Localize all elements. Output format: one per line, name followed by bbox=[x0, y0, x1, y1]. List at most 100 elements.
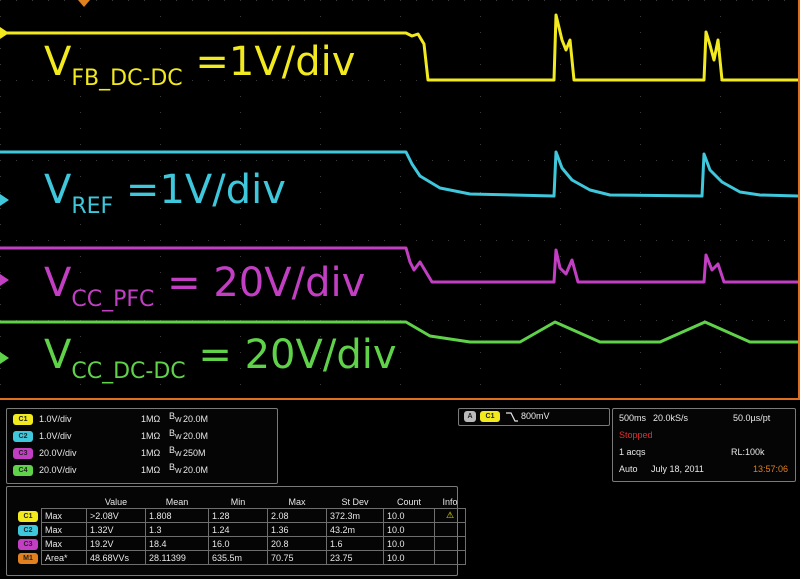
date: July 18, 2011 bbox=[651, 464, 704, 474]
bw-sub: W bbox=[175, 433, 182, 441]
trigger-mode-badge: A bbox=[464, 411, 476, 422]
measurement-value: 19.2V bbox=[86, 536, 146, 551]
bandwidth-label: BW bbox=[169, 411, 182, 424]
measurement-type: Area* bbox=[41, 550, 87, 565]
measurement-source-badge: M1 bbox=[18, 552, 38, 564]
label-ch2-main: V bbox=[44, 167, 72, 213]
channel-badge: C2 bbox=[13, 431, 33, 442]
channel-impedance: 1MΩ bbox=[141, 448, 161, 458]
measurement-header: Mean bbox=[165, 496, 189, 507]
measurement-info: ⚠ bbox=[434, 508, 466, 523]
bw-prefix: B bbox=[169, 445, 176, 455]
measurement-header: Info bbox=[442, 496, 458, 507]
oscilloscope-display[interactable]: VFB_DC-DC =1V/div VREF =1V/div VCC_PFC =… bbox=[0, 0, 800, 400]
measurement-type: Max bbox=[41, 522, 87, 537]
measurement-min: 16.0 bbox=[208, 536, 268, 551]
ch2-ground-marker bbox=[0, 194, 9, 206]
bw-sub: W bbox=[175, 450, 182, 458]
measurement-table: Value Mean Min Max St Dev Count Info C1 Max >2.0… bbox=[15, 495, 466, 565]
label-ch2: VREF =1V/div bbox=[44, 170, 286, 218]
waveform-area bbox=[0, 0, 798, 385]
measurement-count: 10.0 bbox=[383, 508, 435, 523]
timebase: 500ms bbox=[619, 413, 647, 423]
ch3-ground-marker bbox=[0, 274, 9, 286]
measurement-info bbox=[434, 522, 466, 537]
measurement-stdev: 43.2m bbox=[326, 522, 384, 537]
label-ch1-sub: FB_DC-DC bbox=[71, 66, 183, 91]
channel-scale: 20.0V/div bbox=[39, 465, 77, 475]
label-ch3-sub: CC_PFC bbox=[71, 287, 155, 312]
label-ch1: VFB_DC-DC =1V/div bbox=[44, 42, 355, 90]
measurement-header-row: Value Mean Min Max St Dev Count Info bbox=[15, 495, 466, 509]
measurement-stdev: 372.3m bbox=[326, 508, 384, 523]
measurement-max: 20.8 bbox=[267, 536, 327, 551]
trigger-level: 800mV bbox=[521, 411, 550, 421]
label-ch3-rest: = 20V/div bbox=[154, 260, 366, 306]
label-ch4: VCC_DC-DC = 20V/div bbox=[44, 335, 397, 383]
measurement-header: Max bbox=[288, 496, 306, 507]
falling-edge-icon bbox=[506, 412, 518, 422]
trace-ch1 bbox=[0, 13, 798, 82]
measurement-max: 70.75 bbox=[267, 550, 327, 565]
measurement-header: St Dev bbox=[341, 496, 369, 507]
trigger-source-badge: C1 bbox=[480, 411, 500, 422]
measurement-source-badge: C1 bbox=[18, 510, 38, 522]
trigger-position-marker bbox=[78, 0, 90, 7]
bw-prefix: B bbox=[169, 411, 176, 421]
measurement-header: Value bbox=[104, 496, 128, 507]
label-ch4-sub: CC_DC-DC bbox=[71, 359, 186, 384]
measurement-info bbox=[434, 536, 466, 551]
measurement-source-badge: C3 bbox=[18, 538, 38, 550]
measurement-min: 635.5m bbox=[208, 550, 268, 565]
ch1-ground-marker bbox=[0, 27, 9, 39]
bandwidth-label: BW bbox=[169, 428, 182, 441]
channel-bandwidth: 250M bbox=[183, 448, 206, 458]
measurement-stdev: 23.75 bbox=[326, 550, 384, 565]
measurement-mean: 1.3 bbox=[145, 522, 209, 537]
bw-prefix: B bbox=[169, 428, 176, 438]
measurement-stdev: 1.6 bbox=[326, 536, 384, 551]
bw-sub: W bbox=[175, 467, 182, 475]
channel-badge: C1 bbox=[13, 414, 33, 425]
channel-bandwidth: 20.0M bbox=[183, 431, 209, 441]
trace-ch3 bbox=[0, 246, 798, 284]
channel-settings-box[interactable]: C1 1.0V/div 1MΩ BW 20.0M C2 1.0V/div 1MΩ BW 20.0M… bbox=[6, 408, 278, 484]
measurement-count: 10.0 bbox=[383, 536, 435, 551]
measurement-header: Count bbox=[396, 496, 422, 507]
channel-scale: 20.0V/div bbox=[39, 448, 77, 458]
channel-scale: 1.0V/div bbox=[39, 414, 72, 424]
bw-prefix: B bbox=[169, 462, 176, 472]
acquisition-count: 1 acqs bbox=[619, 447, 646, 457]
channel-bandwidth: 20.0M bbox=[183, 465, 209, 475]
channel-impedance: 1MΩ bbox=[141, 414, 161, 424]
acquisition-box[interactable]: 500ms 20.0kS/s 50.0µs/pt Stopped 1 acqs … bbox=[612, 408, 796, 482]
measurement-type: Max bbox=[41, 508, 87, 523]
label-ch3-main: V bbox=[44, 260, 72, 306]
trigger-mode: Auto bbox=[619, 464, 638, 474]
measurement-source-cell: C3 bbox=[15, 537, 42, 551]
label-ch2-sub: REF bbox=[71, 194, 114, 219]
acquisition-state: Stopped bbox=[619, 430, 653, 440]
measurement-value: 48.68VVs bbox=[86, 550, 146, 565]
measurement-count: 10.0 bbox=[383, 522, 435, 537]
measurement-row[interactable]: C2 Max 1.32V 1.3 1.24 1.36 43.2m 10.0 bbox=[15, 522, 466, 537]
readout-panel: C1 1.0V/div 1MΩ BW 20.0M C2 1.0V/div 1MΩ BW 20.0M… bbox=[0, 400, 800, 579]
measurement-box[interactable]: Value Mean Min Max St Dev Count Info C1 Max >2.0… bbox=[6, 486, 466, 576]
measurement-source-cell: C2 bbox=[15, 523, 42, 537]
trigger-box[interactable]: A C1 800mV bbox=[458, 408, 610, 426]
channel-bandwidth: 20.0M bbox=[183, 414, 209, 424]
measurement-row[interactable]: C3 Max 19.2V 18.4 16.0 20.8 1.6 10.0 bbox=[15, 536, 466, 551]
measurement-min: 1.28 bbox=[208, 508, 268, 523]
measurement-mean: 28.11399 bbox=[145, 550, 209, 565]
bandwidth-label: BW bbox=[169, 462, 182, 475]
measurement-row[interactable]: C1 Max >2.08V 1.808 1.28 2.08 372.3m 10.0 ⚠ bbox=[15, 508, 466, 523]
measurement-source-cell: C1 bbox=[15, 509, 42, 523]
measurement-row[interactable]: M1 Area* 48.68VVs 28.11399 635.5m 70.75 23.75 1… bbox=[15, 550, 466, 565]
measurement-header bbox=[42, 495, 87, 509]
label-ch3: VCC_PFC = 20V/div bbox=[44, 263, 365, 311]
time: 13:57:06 bbox=[753, 464, 789, 474]
measurement-max: 2.08 bbox=[267, 508, 327, 523]
measurement-source-cell: M1 bbox=[15, 551, 42, 565]
channel-impedance: 1MΩ bbox=[141, 431, 161, 441]
measurement-source-badge: C2 bbox=[18, 524, 38, 536]
